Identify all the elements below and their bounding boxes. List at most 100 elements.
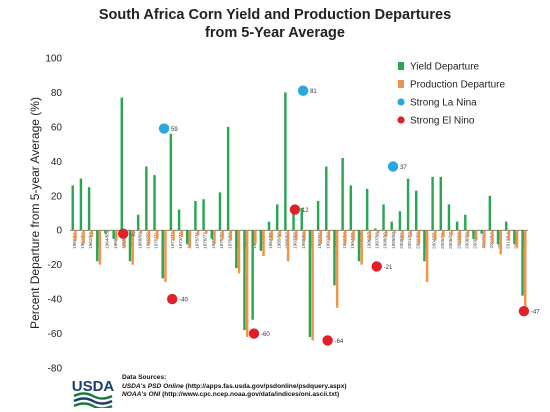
production-bar — [425, 230, 429, 282]
yield-bar — [406, 178, 410, 231]
production-bar — [319, 230, 323, 244]
y-tick-label: 80 — [51, 88, 63, 99]
production-bar — [90, 230, 94, 238]
production-bar — [376, 230, 380, 234]
yield-bar — [284, 92, 287, 231]
x-category-label: 1976/77 — [203, 232, 208, 249]
el-nino-marker — [289, 204, 301, 215]
production-bar — [131, 230, 134, 265]
x-category-label: 2008/09 — [464, 232, 469, 249]
legend-swatch — [398, 62, 404, 70]
yield-bar — [390, 221, 393, 231]
x-category-label: 1973/74 — [178, 232, 183, 249]
production-bar — [188, 230, 192, 248]
y-tick-label: 0 — [56, 226, 62, 237]
yield-bar — [325, 166, 328, 231]
yield-bar — [136, 214, 140, 231]
production-bar — [401, 230, 404, 241]
yield-bar — [423, 230, 426, 262]
production-bar — [515, 230, 519, 248]
yield-bar — [96, 230, 99, 262]
sources-title: Data Sources: — [122, 374, 167, 381]
yield-bar — [226, 126, 230, 231]
production-bar — [270, 230, 273, 241]
chart-title: South Africa Corn Yield and Production D… — [0, 6, 550, 42]
production-bar — [221, 230, 224, 239]
y-tick-label: 20 — [51, 191, 63, 202]
yield-bar — [439, 176, 442, 231]
production-bar — [106, 230, 110, 232]
el-nino-marker — [248, 328, 260, 339]
yield-bar — [243, 230, 246, 331]
production-bar — [491, 230, 494, 244]
production-bar — [82, 230, 85, 244]
production-bar — [385, 230, 388, 238]
source-oni: NOAA's ONI (http://www.cpc.ncep.noaa.gov… — [122, 391, 347, 400]
legend-label: Production Departure — [410, 80, 505, 91]
yield-bar — [177, 209, 181, 231]
y-tick-label: -40 — [48, 295, 63, 306]
yield-bar — [202, 199, 205, 231]
yield-bar — [349, 185, 353, 231]
la-nina-marker — [158, 123, 170, 134]
el-nino-marker — [117, 228, 129, 239]
legend-label: Strong El Nino — [410, 116, 475, 127]
production-bar — [262, 230, 265, 257]
yield-bar — [382, 204, 385, 231]
la-nina-marker — [297, 85, 309, 96]
yield-bar — [333, 230, 336, 286]
marker-value-label: 12 — [302, 208, 309, 214]
production-bar — [417, 230, 421, 244]
yield-bar — [292, 206, 295, 231]
production-bar — [483, 230, 486, 248]
yield-bar — [496, 230, 500, 244]
yield-bar — [120, 97, 124, 231]
yield-bar — [300, 207, 303, 231]
x-category-label: 1998/99 — [383, 232, 388, 249]
production-bar — [393, 230, 396, 234]
production-bar — [352, 230, 355, 241]
production-bar — [434, 230, 437, 241]
marker-value-label: 37 — [400, 165, 407, 171]
x-category-label: 1978/79 — [219, 232, 224, 249]
la-nina-marker — [387, 161, 399, 172]
production-bar — [172, 230, 175, 241]
yield-bar — [235, 230, 238, 269]
x-category-label: 1964/65 — [105, 232, 110, 249]
production-bar — [286, 230, 290, 262]
production-bar — [115, 230, 118, 241]
production-bar — [196, 230, 200, 236]
yield-bar — [504, 221, 508, 231]
production-bar — [205, 230, 208, 234]
x-category-label: 1997/98 — [374, 232, 379, 249]
production-bar — [409, 230, 412, 238]
y-tick-label: -80 — [48, 364, 63, 375]
production-bar — [344, 230, 347, 244]
production-bar — [156, 230, 159, 239]
yield-bar — [447, 204, 451, 231]
production-bar — [164, 230, 167, 282]
legend-swatch — [398, 80, 404, 88]
marker-value-label: -40 — [179, 298, 188, 304]
yield-bar — [128, 230, 132, 262]
marker-value-label: -64 — [335, 339, 344, 345]
yield-bar — [431, 176, 434, 231]
x-category-label: 1962/63 — [88, 232, 93, 249]
el-nino-marker — [322, 335, 333, 346]
yield-bar — [186, 230, 189, 244]
yield-bar — [480, 230, 483, 234]
yield-bar — [112, 230, 115, 239]
yield-bar — [488, 195, 492, 231]
production-bar — [360, 230, 363, 265]
x-category-label: 1985/86 — [276, 232, 281, 249]
legend-swatch — [397, 116, 405, 124]
production-bar — [368, 230, 372, 241]
source-psd-url[interactable]: (http://apps.fas.usda.gov/psdonline/psdq… — [185, 382, 347, 390]
y-axis-title: Percent Departure from 5-year Average (%… — [28, 97, 42, 329]
x-category-label: 2006/07 — [448, 232, 453, 249]
marker-value-label: 59 — [171, 127, 178, 133]
source-oni-url[interactable]: (http://www.cpc.ncep.noaa.gov/data/indic… — [162, 391, 340, 399]
production-bar — [254, 230, 257, 244]
y-tick-label: -60 — [48, 329, 63, 340]
